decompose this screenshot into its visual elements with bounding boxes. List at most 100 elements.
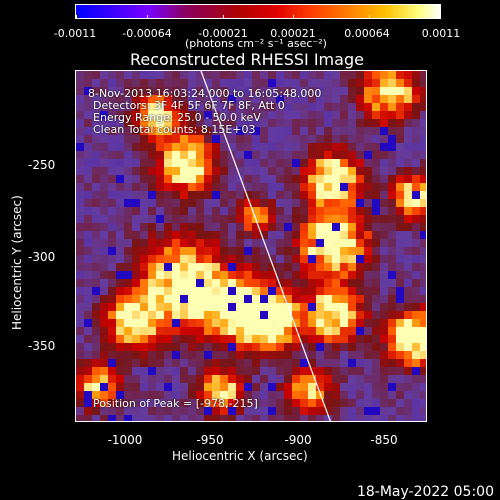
heatmap-cell: [260, 311, 268, 319]
heatmap-cell: [76, 79, 84, 87]
heatmap-cell: [332, 167, 340, 175]
heatmap-cell: [220, 303, 228, 311]
heatmap-cell: [252, 407, 260, 415]
heatmap-cell: [76, 103, 84, 111]
heatmap-cell: [172, 383, 180, 391]
heatmap-cell: [196, 287, 204, 295]
heatmap-cell: [76, 415, 84, 421]
heatmap-cell: [420, 183, 426, 191]
heatmap-cell: [116, 151, 124, 159]
heatmap-cell: [324, 255, 332, 263]
heatmap-cell: [252, 143, 260, 151]
heatmap-cell: [76, 303, 84, 311]
heatmap-cell: [124, 295, 132, 303]
heatmap-cell: [132, 399, 140, 407]
heatmap-cell: [220, 271, 228, 279]
heatmap-cell: [380, 143, 388, 151]
heatmap-cell: [204, 335, 212, 343]
heatmap-cell: [252, 247, 260, 255]
heatmap-cell: [260, 215, 268, 223]
heatmap-cell: [388, 375, 396, 383]
heatmap-cell: [84, 135, 92, 143]
heatmap-cell: [420, 271, 426, 279]
heatmap-cell: [284, 263, 292, 271]
heatmap-cell: [100, 159, 108, 167]
heatmap-cell: [140, 319, 148, 327]
heatmap-cell: [356, 335, 364, 343]
heatmap-cell: [340, 167, 348, 175]
heatmap-cell: [292, 255, 300, 263]
heatmap-cell: [300, 167, 308, 175]
heatmap-cell: [76, 271, 84, 279]
heatmap-cell: [212, 295, 220, 303]
heatmap-cell: [124, 127, 132, 135]
heatmap-cell: [404, 263, 412, 271]
heatmap-cell: [124, 111, 132, 119]
heatmap-cell: [100, 367, 108, 375]
colorbar-units: (photons cm⁻² s⁻¹ asec⁻²): [185, 37, 327, 50]
heatmap-cell: [188, 239, 196, 247]
heatmap-cell: [100, 175, 108, 183]
heatmap-cell: [260, 199, 268, 207]
heatmap-cell: [100, 407, 108, 415]
heatmap-cell: [100, 391, 108, 399]
heatmap-cell: [116, 199, 124, 207]
heatmap-cell: [220, 263, 228, 271]
heatmap-cell: [324, 143, 332, 151]
heatmap-cell: [356, 223, 364, 231]
heatmap-cell: [100, 151, 108, 159]
heatmap-cell: [196, 367, 204, 375]
heatmap-cell: [308, 167, 316, 175]
heatmap-cell: [308, 175, 316, 183]
heatmap-cell: [388, 327, 396, 335]
heatmap-cell: [156, 375, 164, 383]
heatmap-cell: [388, 87, 396, 95]
heatmap-cell: [300, 159, 308, 167]
heatmap-cell: [284, 143, 292, 151]
heatmap-cell: [100, 223, 108, 231]
solar-limb-line: [200, 71, 331, 421]
heatmap-cell: [308, 295, 316, 303]
heatmap-cell: [172, 95, 180, 103]
heatmap-cell: [76, 167, 84, 175]
heatmap-cell: [372, 175, 380, 183]
heatmap-cell: [316, 359, 324, 367]
heatmap-cell: [100, 239, 108, 247]
heatmap-cell: [300, 215, 308, 223]
heatmap-cell: [348, 87, 356, 95]
heatmap-cell: [236, 391, 244, 399]
heatmap-cell: [220, 247, 228, 255]
heatmap-cell: [396, 263, 404, 271]
image-title: Reconstructed RHESSI Image: [130, 50, 364, 69]
heatmap-cell: [316, 183, 324, 191]
heatmap-cell: [212, 127, 220, 135]
heatmap-cell: [228, 255, 236, 263]
heatmap-cell: [356, 215, 364, 223]
heatmap-cell: [276, 191, 284, 199]
heatmap-cell: [420, 327, 426, 335]
heatmap-cell: [348, 239, 356, 247]
heatmap-cell: [188, 79, 196, 87]
heatmap-cell: [308, 327, 316, 335]
heatmap-cell: [180, 215, 188, 223]
heatmap-cell: [156, 303, 164, 311]
heatmap-cell: [412, 111, 420, 119]
heatmap-cell: [84, 303, 92, 311]
heatmap-cell: [236, 399, 244, 407]
heatmap-cell: [92, 271, 100, 279]
heatmap-cell: [108, 255, 116, 263]
heatmap-cell: [188, 343, 196, 351]
heatmap-cell: [204, 175, 212, 183]
heatmap-cell: [164, 311, 172, 319]
heatmap-cell: [132, 183, 140, 191]
heatmap-cell: [116, 399, 124, 407]
heatmap-cell: [140, 287, 148, 295]
heatmap-cell: [164, 135, 172, 143]
heatmap-cell: [236, 263, 244, 271]
heatmap-cell: [180, 255, 188, 263]
heatmap-cell: [276, 383, 284, 391]
heatmap-cell: [124, 95, 132, 103]
heatmap-cell: [212, 287, 220, 295]
heatmap-cell: [348, 215, 356, 223]
heatmap-cell: [260, 71, 268, 79]
